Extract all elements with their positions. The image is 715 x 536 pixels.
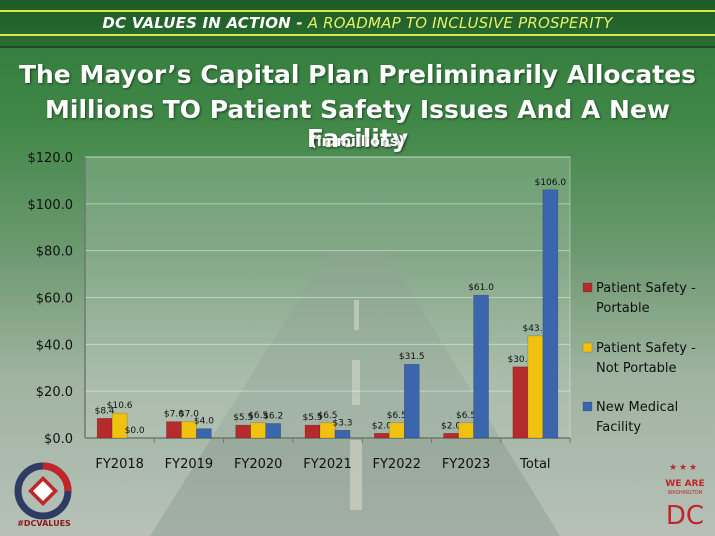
legend-swatch-1 (582, 282, 593, 293)
bar-2 (250, 422, 267, 439)
data-label: $3.3 (332, 418, 352, 428)
data-label: $2.0 (372, 421, 392, 431)
bar-3 (542, 189, 559, 439)
slide-title-line1: The Mayor’s Capital Plan Preliminarily A… (18, 60, 697, 89)
data-label: $31.5 (399, 352, 425, 362)
logo-washington: WASHINGTON (668, 490, 703, 496)
bar-1 (235, 424, 252, 439)
bar-1 (304, 424, 321, 439)
x-tick-label: FY2019 (165, 457, 214, 472)
dc-values-tag: #DCVALUES (17, 519, 71, 528)
logo-dc: DC (666, 501, 704, 531)
legend-swatch-2 (582, 342, 593, 353)
bar-1 (96, 418, 113, 439)
y-tick-label: $0.0 (44, 432, 73, 447)
we-are-washington-dc-logo: ★ ★ ★ WE ARE WASHINGTON DC (665, 463, 704, 531)
header-banner: DC VALUES IN ACTION - A ROADMAP TO INCLU… (0, 0, 715, 48)
bar-3 (265, 423, 282, 439)
legend-label-1-line2: Portable (596, 301, 650, 316)
x-tick-label: FY2020 (234, 457, 283, 472)
data-label: $7.0 (164, 410, 184, 420)
x-tick-label: FY2023 (442, 457, 491, 472)
data-label: $6.2 (263, 411, 283, 421)
slide-subtitle: (in millions) (310, 134, 405, 150)
y-tick-label: $80.0 (36, 245, 73, 260)
bar-2 (111, 412, 128, 439)
bar-2 (388, 422, 405, 439)
legend-label-3-line2: Facility (596, 420, 641, 435)
bar-1 (373, 433, 390, 439)
data-label: $6.5 (317, 411, 337, 421)
bar-1 (512, 366, 529, 439)
y-tick-label: $40.0 (36, 338, 73, 353)
logo-we-are: WE ARE (665, 479, 704, 489)
banner-lead: DC VALUES IN ACTION - (102, 14, 303, 32)
data-label: $4.0 (194, 417, 214, 427)
bar-3 (473, 294, 489, 439)
data-label: $6.5 (387, 411, 407, 421)
y-tick-label: $60.0 (36, 292, 73, 307)
data-label: $61.0 (468, 283, 494, 293)
svg-text:★: ★ (689, 463, 697, 473)
banner-rest: A ROADMAP TO INCLUSIVE PROSPERITY (302, 14, 613, 32)
data-label: $5.5 (302, 413, 322, 423)
y-tick-label: $20.0 (36, 385, 73, 400)
data-label: $6.5 (456, 411, 476, 421)
banner-title: DC VALUES IN ACTION - A ROADMAP TO INCLU… (0, 14, 715, 32)
slide-title-line2: Millions TO Patient Safety Issues And A … (45, 95, 670, 153)
bar-1 (443, 433, 459, 439)
data-label: $8.4 (95, 406, 115, 416)
data-label: $7.0 (179, 410, 199, 420)
bar-3 (334, 429, 351, 439)
bar-2 (458, 422, 474, 439)
data-label: $6.5 (248, 411, 268, 421)
legend-label-2-line1: Patient Safety - (596, 341, 696, 356)
y-tick-label: $120.0 (28, 151, 74, 166)
data-label: $2.0 (441, 421, 461, 431)
data-label: $5.5 (233, 413, 253, 423)
dc-values-logo (14, 462, 72, 520)
bar-3 (196, 428, 212, 439)
x-tick-label: FY2021 (303, 457, 352, 472)
x-tick-label: FY2018 (95, 457, 144, 472)
data-label: $43.6 (522, 324, 548, 334)
y-tick-label: $100.0 (28, 198, 74, 213)
legend-label-1-line1: Patient Safety - (596, 281, 696, 296)
data-label: $10.6 (107, 401, 133, 411)
x-tick-label: Total (519, 457, 550, 472)
legend-swatch-3 (582, 401, 593, 412)
bar-1 (166, 421, 182, 439)
legend-label-2-line2: Not Portable (596, 361, 677, 376)
bar-2 (527, 335, 544, 439)
data-label: $30.4 (507, 355, 533, 365)
data-label: $0.0 (125, 426, 145, 436)
data-label: $106.0 (535, 178, 567, 188)
svg-text:★: ★ (679, 463, 687, 473)
banner-rule-top (0, 10, 715, 12)
x-tick-label: FY2022 (373, 457, 422, 472)
bar-3 (403, 363, 420, 439)
banner-rule-bottom (0, 34, 715, 36)
legend-label-3-line1: New Medical (596, 400, 678, 415)
svg-text:★: ★ (669, 463, 677, 473)
